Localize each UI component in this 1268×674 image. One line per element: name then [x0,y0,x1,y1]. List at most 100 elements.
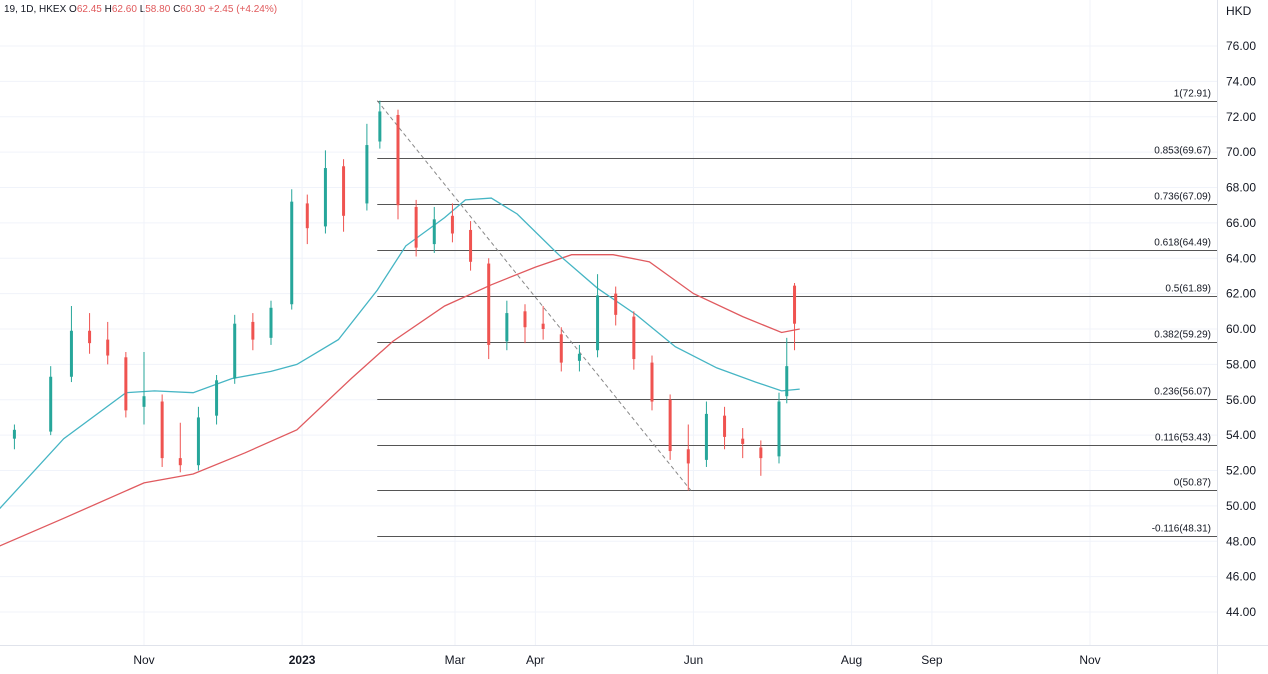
candle-body-17 [342,166,346,216]
x-tick-3: Apr [526,653,545,667]
candle-body-1 [49,376,53,432]
trend-dashed-line [376,100,692,491]
candle-body-8 [178,458,182,466]
candle-body-31 [596,295,600,351]
fib-label-3: 0.618(64.49) [1154,238,1211,249]
fib-label-0: 1(72.91) [1174,89,1211,100]
x-tick-7: Nov [1079,653,1100,667]
price-axis[interactable]: HKD 76.00 74.00 72.00 70.00 68.00 66.00 64.00 62… [1226,4,1256,619]
candle-body-12 [251,321,255,340]
candle-body-16 [323,168,327,227]
high-value: 62.60 [111,4,137,15]
trend-line[interactable] [376,100,692,491]
x-tick-6: Sep [921,653,943,667]
open-value: 62.45 [76,4,102,15]
x-tick-2: Mar [445,653,466,667]
candle-body-40 [759,447,763,459]
time-axis[interactable]: Nov 2023 Mar Apr Jun Aug Sep Nov [133,653,1100,667]
y-tick-13: 50.00 [1226,499,1256,513]
fib-label-8: 0(50.87) [1174,478,1211,489]
candle-body-41 [777,401,781,457]
y-tick-7: 62.00 [1226,287,1256,301]
candle-body-28 [541,323,545,329]
low-label: L [139,4,146,15]
candle-body-27 [523,311,527,328]
candle-body-42 [785,366,789,397]
currency-label: HKD [1226,4,1252,18]
y-tick-6: 64.00 [1226,251,1256,265]
y-tick-3: 70.00 [1226,145,1256,159]
candle-body-36 [686,449,690,464]
candle-body-43 [793,285,797,324]
x-tick-4: Jun [684,653,703,667]
close-value: 60.30 [180,4,206,15]
fib-label-6: 0.236(56.07) [1154,387,1211,398]
candle-body-22 [432,219,436,245]
candle-body-3 [88,330,92,344]
candle-body-9 [196,417,200,466]
y-tick-4: 68.00 [1226,181,1256,195]
y-tick-11: 54.00 [1226,428,1256,442]
candlesticks [12,100,797,491]
change-value: +2.45 (+4.24%) [208,4,278,15]
candle-body-32 [614,293,618,315]
candle-body-19 [378,111,382,142]
candle-body-10 [215,380,219,416]
ma-fast-line [0,197,800,510]
fib-label-2: 0.736(67.09) [1154,192,1211,203]
candle-body-20 [396,114,400,206]
candle-body-30 [577,353,581,361]
y-tick-0: 76.00 [1226,39,1256,53]
candle-body-18 [365,145,369,204]
moving-averages [0,197,800,547]
y-tick-8: 60.00 [1226,322,1256,336]
x-tick-1: 2023 [289,653,316,667]
candle-body-26 [505,313,509,342]
close-label: C [173,4,181,15]
candle-body-25 [487,263,491,345]
candle-body-34 [650,362,654,402]
candle-body-6 [142,396,146,407]
candle-body-13 [269,307,273,338]
candle-body-7 [160,401,164,459]
candle-body-4 [106,339,110,356]
fib-label-5: 0.382(59.29) [1154,330,1211,341]
y-tick-2: 72.00 [1226,110,1256,124]
candle-body-29 [559,334,563,363]
fib-label-7: 0.116(53.43) [1155,433,1211,444]
y-tick-9: 58.00 [1226,357,1256,371]
candle-body-37 [704,413,708,460]
candle-body-33 [632,316,636,360]
fib-retracement[interactable]: 1(72.91) 0.853(69.67) 0.736(67.09) 0.618(64… [377,89,1217,537]
low-value: 58.80 [145,4,171,15]
ma-slow-line [0,254,800,547]
y-tick-16: 44.00 [1226,605,1256,619]
x-tick-5: Aug [841,653,862,667]
y-tick-1: 74.00 [1226,74,1256,88]
fib-label-1: 0.853(69.67) [1154,146,1211,157]
candle-body-14 [290,201,294,305]
x-tick-0: Nov [133,653,154,667]
y-tick-10: 56.00 [1226,393,1256,407]
chart-header: 19, 1D, HKEX O62.45 H62.60 L58.80 C60.30… [4,4,277,15]
candle-body-15 [305,203,309,229]
candle-body-35 [668,399,672,452]
candle-body-2 [69,330,73,377]
symbol-label: 19, 1D, HKEX [4,4,67,15]
candle-body-23 [450,215,454,234]
y-tick-15: 46.00 [1226,570,1256,584]
candle-body-24 [469,229,473,262]
fib-label-9: -0.116(48.31) [1152,524,1211,535]
y-tick-12: 52.00 [1226,464,1256,478]
candle-body-0 [12,429,16,439]
candle-body-39 [741,438,745,444]
y-tick-5: 66.00 [1226,216,1256,230]
fib-label-4: 0.5(61.89) [1165,284,1211,295]
open-label: O [69,4,77,15]
candle-body-5 [124,357,128,411]
high-label: H [104,4,112,15]
candle-body-38 [723,415,727,437]
y-tick-14: 48.00 [1226,534,1256,548]
candle-body-21 [414,206,418,248]
